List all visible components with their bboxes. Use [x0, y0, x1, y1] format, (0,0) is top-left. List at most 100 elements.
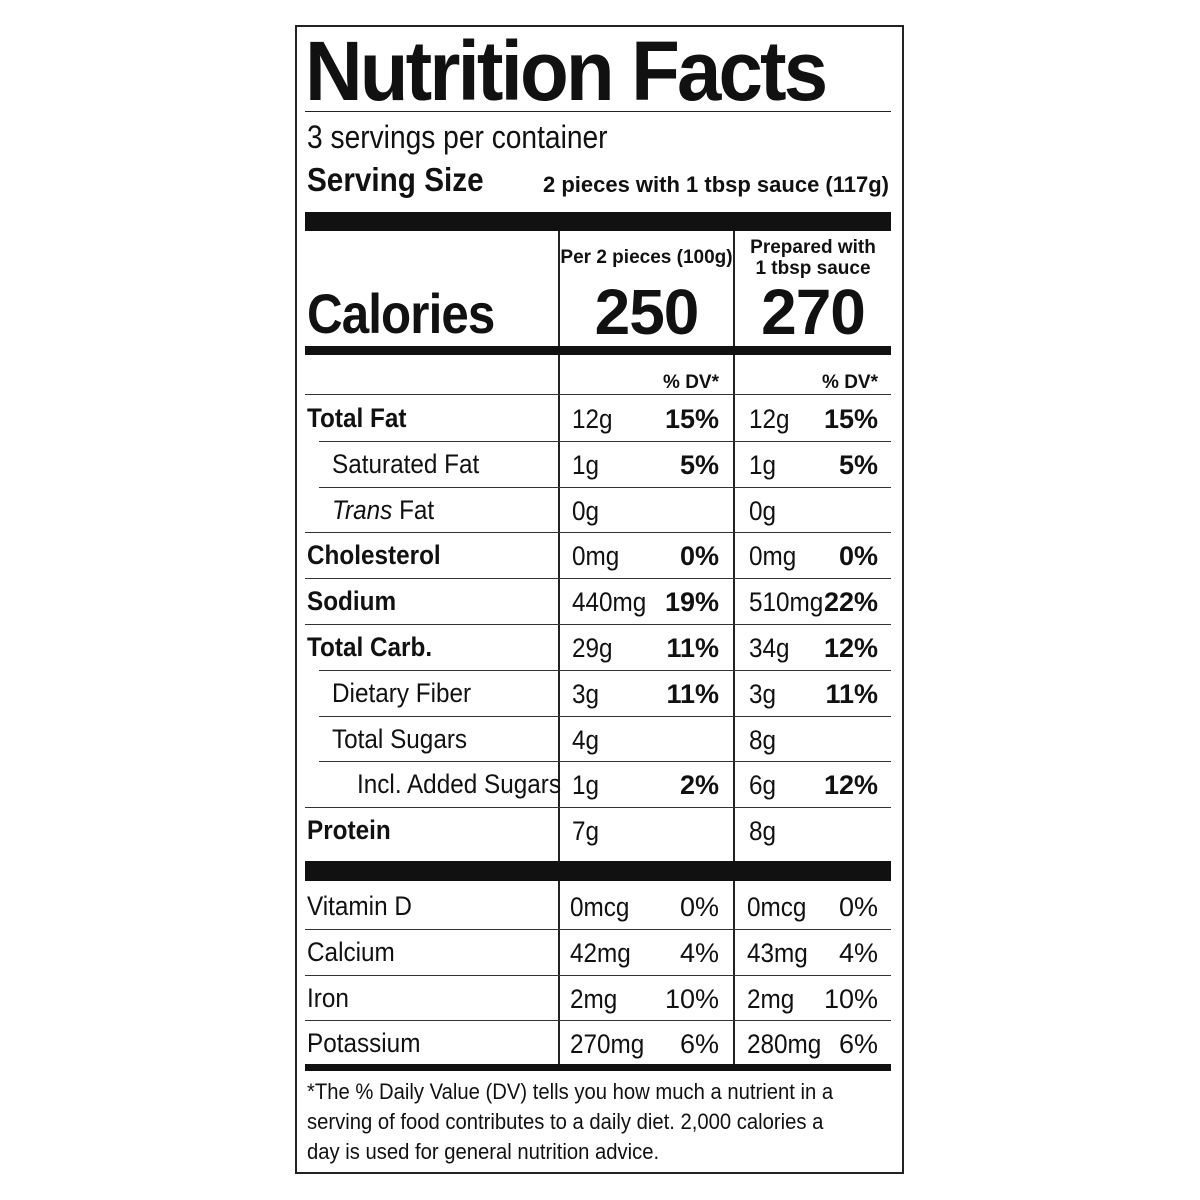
column-2-dv: 12% — [823, 770, 878, 801]
column-2-amount: 43mg — [747, 937, 808, 968]
divider-hairline — [305, 111, 891, 112]
column-1-dv: 2% — [679, 770, 719, 801]
column-1-amount: 12g — [572, 404, 613, 434]
row-divider — [319, 486, 891, 488]
column-1-amount: 3g — [572, 678, 600, 709]
row-divider — [305, 974, 891, 976]
serving-size-label: Serving Size — [307, 161, 484, 198]
column-1-dv: 0% — [679, 892, 719, 922]
column-divider — [558, 231, 560, 349]
column-1-amount: 2mg — [570, 983, 618, 1014]
column-2-dv-header: % DV* — [822, 372, 878, 393]
column-2-calories: 270 — [761, 276, 866, 348]
column-2-amount: 12g — [749, 404, 790, 434]
label-title: Nutrition Facts — [305, 24, 828, 118]
column-2-amount: 2mg — [747, 983, 795, 1014]
column-1-amount: 440mg — [572, 587, 647, 618]
column-1-amount: 0mg — [572, 541, 620, 572]
column-1-amount: 4g — [572, 724, 600, 755]
column-divider — [558, 881, 560, 1065]
column-1-dv: 5% — [679, 449, 719, 480]
nutrient-name: Saturated Fat — [332, 448, 480, 479]
column-2-amount: 1g — [749, 449, 777, 480]
column-1-dv: 6% — [679, 1029, 719, 1060]
column-2-dv: 22% — [823, 587, 878, 618]
row-divider — [319, 761, 891, 763]
column-2-amount: 6g — [749, 770, 777, 801]
column-2-amount: 3g — [749, 678, 777, 709]
row-divider — [305, 532, 891, 534]
column-2-amount: 280mg — [747, 1029, 822, 1060]
column-2-dv: 12% — [823, 633, 878, 663]
column-2-amount: 8g — [749, 816, 777, 847]
column-1-amount: 0mcg — [570, 892, 630, 922]
column-1-dv: 15% — [664, 404, 719, 434]
column-1-dv: 4% — [679, 937, 719, 968]
column-2-dv: 5% — [838, 449, 878, 480]
nutrient-name-italic: Trans — [332, 494, 393, 525]
row-divider — [319, 669, 891, 671]
column-1-dv: 11% — [666, 678, 719, 709]
row-divider — [305, 1020, 891, 1022]
column-divider — [733, 881, 735, 1065]
column-2-amount: 0mcg — [747, 892, 807, 922]
column-divider — [733, 231, 735, 349]
column-2-amount: 0g — [749, 495, 777, 526]
column-2-amount: 34g — [749, 633, 790, 663]
column-1-amount: 0g — [572, 495, 600, 526]
row-divider — [305, 394, 891, 395]
divider-medium-bar — [305, 346, 891, 355]
row-divider — [305, 928, 891, 930]
row-divider — [319, 715, 891, 717]
nutrient-name: Protein — [307, 815, 391, 846]
divider-thick-bar — [305, 861, 891, 881]
column-1-dv-header: % DV* — [663, 372, 719, 393]
column-2-dv: 15% — [823, 404, 878, 434]
column-1-amount: 42mg — [570, 937, 631, 968]
column-1-amount: 270mg — [570, 1029, 645, 1060]
column-2-dv: 10% — [823, 983, 878, 1014]
column-2-dv: 4% — [838, 937, 878, 968]
column-2-dv: 11% — [825, 678, 878, 709]
nutrient-name: Trans Fat — [332, 495, 434, 526]
column-1-header-line1: Per 2 pieces (100g) — [560, 247, 733, 268]
nutrient-name: Total Sugars — [332, 723, 468, 754]
vitamin-name: Vitamin D — [307, 891, 412, 921]
column-1-dv: 11% — [666, 633, 719, 663]
nutrient-name: Sodium — [307, 586, 397, 617]
nutrient-name: Total Fat — [307, 403, 407, 433]
daily-value-footnote: *The % Daily Value (DV) tells you how mu… — [307, 1079, 834, 1164]
nutrient-name: Dietary Fiber — [332, 677, 472, 708]
nutrient-name: Incl. Added Sugars — [357, 769, 561, 800]
vitamin-name: Potassium — [307, 1028, 421, 1059]
column-2-header-line2: 1 tbsp sauce — [755, 258, 871, 279]
nutrient-name: Total Carb. — [307, 632, 433, 662]
row-divider — [305, 578, 891, 580]
column-1-amount: 29g — [572, 633, 613, 663]
column-1-amount: 1g — [572, 449, 600, 480]
column-1-dv: 0% — [679, 541, 719, 572]
divider-medium-bar — [305, 1064, 891, 1072]
column-2-amount: 0mg — [749, 541, 797, 572]
column-1-dv: 10% — [664, 983, 719, 1014]
row-divider — [305, 624, 891, 625]
column-2-amount: 8g — [749, 724, 777, 755]
vitamin-name: Iron — [307, 982, 349, 1013]
servings-per-container: 3 servings per container — [307, 119, 608, 155]
nutrient-name: Cholesterol — [307, 540, 441, 571]
column-1-amount: 7g — [572, 816, 600, 847]
divider-thick-bar — [305, 212, 891, 231]
column-1-dv: 19% — [664, 587, 719, 618]
column-2-header-line1: Prepared with — [750, 237, 876, 258]
nutrition-facts-panel: Nutrition Facts 3 servings per container… — [295, 25, 904, 1174]
column-2-dv: 0% — [838, 892, 878, 922]
column-1-header: Per 2 pieces (100g) — [560, 247, 733, 268]
calories-label: Calories — [307, 282, 495, 345]
column-2-dv: 0% — [838, 541, 878, 572]
column-divider — [733, 355, 735, 861]
row-divider — [319, 440, 891, 442]
nutrient-name-rest: Fat — [392, 494, 435, 525]
column-1-calories: 250 — [594, 276, 700, 348]
column-2-amount: 510mg — [749, 587, 824, 618]
column-1-amount: 1g — [572, 770, 600, 801]
